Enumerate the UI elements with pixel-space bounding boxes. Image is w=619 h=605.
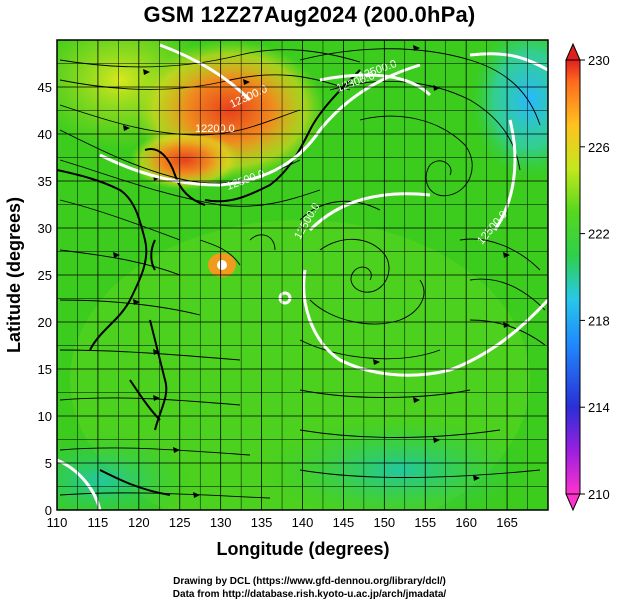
- credit-text: Drawing by DCL (https://www.gfd-dennou.o…: [0, 575, 619, 601]
- colorbar-bottom-cap: [565, 493, 581, 512]
- streamlines: [59, 48, 546, 499]
- colorbar-scale: [565, 59, 581, 495]
- colorbar-tick-label: 218: [588, 313, 610, 328]
- y-tick-label: 40: [38, 127, 52, 142]
- y-tick-label: 30: [38, 221, 52, 236]
- x-axis-title: Longitude (degrees): [216, 539, 389, 559]
- x-tick-label: 165: [496, 515, 518, 530]
- x-tick-label: 120: [128, 515, 150, 530]
- y-tick-label: 45: [38, 80, 52, 95]
- y-axis-title: Latitude (degrees): [4, 197, 24, 353]
- x-tick-label: 150: [373, 515, 395, 530]
- x-tick-label: 155: [414, 515, 436, 530]
- credit-line-2: Data from http://database.rish.kyoto-u.a…: [172, 589, 447, 600]
- plot-frame: [56, 39, 549, 511]
- x-tick-label: 160: [455, 515, 477, 530]
- y-tick-label: 25: [38, 268, 52, 283]
- y-tick-labels: 0 5 10 15 20 25 30 35 40 45: [38, 80, 52, 518]
- x-tick-label: 110: [47, 515, 68, 530]
- y-tick-label: 0: [45, 503, 52, 518]
- x-tick-labels: 110 115 120 125 130 135 140 145 150 155 160 165: [47, 515, 518, 530]
- colorbar-tick-label: 222: [588, 227, 610, 242]
- chart-title: GSM 12Z27Aug2024 (200.0hPa): [143, 2, 476, 27]
- x-tick-label: 130: [210, 515, 232, 530]
- y-tick-label: 10: [38, 409, 52, 424]
- y-tick-label: 5: [45, 456, 52, 471]
- y-tick-label: 15: [38, 362, 52, 377]
- x-tick-label: 125: [169, 515, 191, 530]
- y-tick-label: 35: [38, 174, 52, 189]
- colorbar: 210 214 218 222 226 230: [565, 42, 610, 512]
- geopotential-contours: [57, 43, 548, 510]
- y-tick-label: 20: [38, 315, 52, 330]
- grid: [56, 40, 548, 511]
- x-tick-label: 145: [333, 515, 355, 530]
- x-tick-label: 115: [88, 515, 109, 530]
- colorbar-tick-label: 210: [588, 487, 610, 502]
- colorbar-top-cap: [565, 42, 581, 61]
- colorbar-tick-label: 230: [588, 53, 610, 68]
- x-tick-label: 140: [292, 515, 314, 530]
- colorbar-tick-label: 226: [588, 140, 610, 155]
- colorbar-tick-label: 214: [588, 400, 610, 415]
- x-tick-label: 135: [251, 515, 273, 530]
- stream-arrows: [113, 45, 510, 498]
- contour-label-1: 12200.0: [195, 123, 235, 135]
- credit-line-1: Drawing by DCL (https://www.gfd-dennou.o…: [173, 576, 446, 587]
